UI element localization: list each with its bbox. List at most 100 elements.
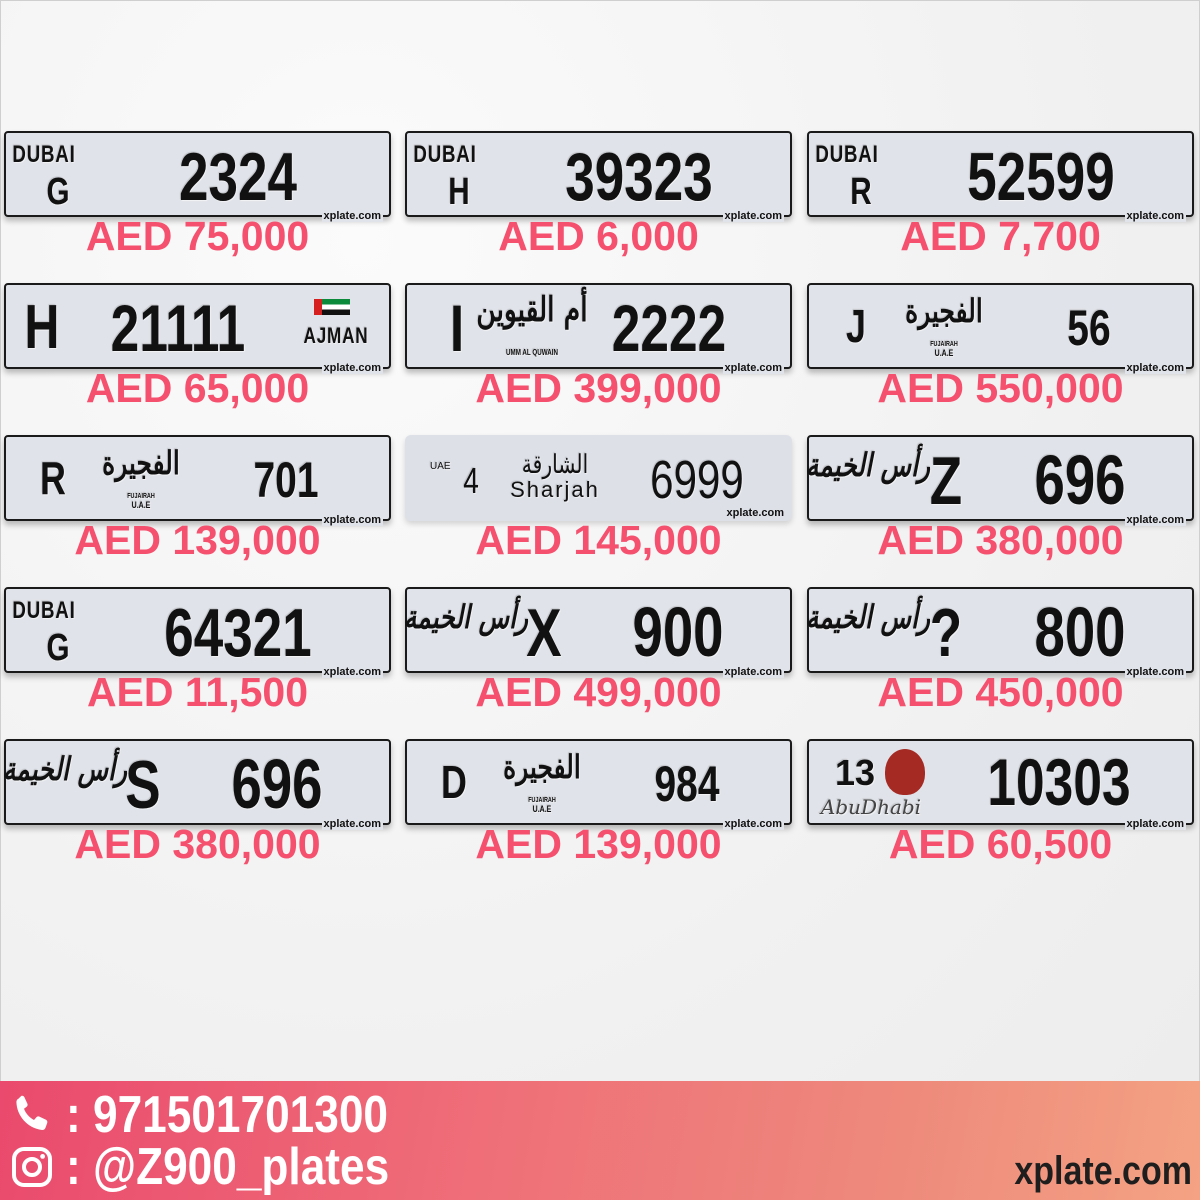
plate-code: 13 (834, 752, 876, 793)
plate-listing[interactable]: J الفجيرة FUJAIRAH U.A.E 56 xplate.com AED 550… (807, 283, 1194, 423)
emirate-logo: الفجيرة (102, 444, 180, 482)
instagram-row: : @Z900_plates (8, 1137, 446, 1197)
plate-watermark: xplate.com (321, 362, 383, 374)
plate-watermark: xplate.com (321, 210, 383, 222)
license-plate-rak: رأس الخيمة? 800 xplate.com (805, 587, 1194, 678)
plate-code: I (449, 291, 465, 365)
plate-listing[interactable]: رأس الخيمة X 900 xplate.com AED 499,000 (403, 587, 792, 727)
license-plate-sharjah: UAE 4 الشارقة Sharjah 6999 xplate.com (405, 435, 792, 521)
plate-number: 696 (231, 745, 323, 823)
license-plate-uaq: I أم القيوين UMM AL QUWAIN 2222 xplate.com (405, 283, 792, 374)
plate-number: 900 (632, 593, 724, 671)
license-plate-fujairah: D الفجيرة FUJAIRAH U.A.E 984 xplate.com (405, 739, 792, 830)
plate-listing[interactable]: H 21111 AJMAN xplate.com AED 65,000 (4, 283, 391, 423)
emirate-logo: AJMAN (303, 323, 369, 348)
emirate-logo: رأس الخيمة (2, 750, 128, 788)
plate-code: R (850, 171, 872, 213)
plate-watermark: xplate.com (722, 210, 784, 222)
uae-flag-icon (314, 299, 350, 315)
emirate-country: U.A.E (131, 500, 151, 510)
phone-icon (16, 1095, 48, 1131)
plate-code: X (526, 595, 562, 671)
plate-number: 2222 (611, 291, 727, 365)
plate-watermark: xplate.com (1124, 818, 1186, 830)
plate-watermark: xplate.com (321, 514, 383, 526)
emirate-logo: AbuDhabi (820, 795, 922, 819)
plate-watermark: xplate.com (722, 818, 784, 830)
plate-price: AED 139,000 (475, 821, 722, 867)
plate-listing[interactable]: رأس الخيمة S 696 xplate.com AED 380,000 (2, 739, 391, 879)
plate-number: 696 (1034, 441, 1126, 519)
license-plate-fujairah: J الفجيرة FUJAIRAH U.A.E 56 xplate.com (807, 283, 1194, 374)
plate-listing[interactable]: 13 AbuDhabi 10303 xplate.com AED 60,500 (807, 739, 1194, 879)
license-plate-ajman: H 21111 AJMAN xplate.com (4, 283, 391, 374)
emirate-subtitle: Sharjah (510, 477, 600, 502)
emirate-logo: DUBAI (12, 141, 76, 168)
plate-number: 701 (253, 452, 319, 508)
emirate-logo: رأس الخيمة (805, 446, 931, 484)
plate-price: AED 145,000 (475, 517, 722, 563)
plate-number: 39323 (565, 139, 713, 215)
plate-price: AED 399,000 (475, 365, 722, 411)
contact-footer: : 971501701300 : @Z900_plates xplate.com (0, 1081, 1200, 1200)
plate-listing[interactable]: UAE 4 الشارقة Sharjah 6999 xplate.com AED 145,… (405, 435, 792, 575)
plate-watermark: xplate.com (1124, 362, 1186, 374)
plate-listing[interactable]: DUBAI G 64321 xplate.com AED 11,500 (4, 587, 391, 727)
footer-site[interactable]: xplate.com (1014, 1149, 1192, 1193)
plate-watermark: xplate.com (1124, 666, 1186, 678)
plate-code: S (125, 747, 161, 823)
emirate-logo: رأس الخيمة (403, 598, 529, 636)
plate-code: 4 (463, 460, 479, 501)
plate-code: H (24, 293, 60, 362)
emirate-logo: الفجيرة (905, 292, 983, 330)
plate-code: H (448, 171, 470, 213)
emirate-subtitle: UMM AL QUWAIN (505, 348, 559, 357)
plate-code: ? (929, 595, 963, 671)
instagram-handle[interactable]: : @Z900_plates (66, 1138, 390, 1196)
plate-number: 21111 (110, 291, 246, 365)
emirate-logo: أم القيوين (476, 290, 588, 330)
plate-price: AED 139,000 (74, 517, 321, 563)
plate-number: 2324 (179, 139, 297, 215)
emirate-logo: DUBAI (815, 141, 879, 168)
plate-price: AED 60,500 (888, 821, 1113, 867)
license-plate-dubai: DUBAI G 64321 xplate.com (4, 587, 391, 678)
emirate-subtitle: FUJAIRAH (930, 341, 958, 348)
plate-code: D (441, 756, 467, 808)
plate-watermark: xplate.com (1124, 210, 1186, 222)
emirate-logo: رأس الخيمة (805, 598, 931, 636)
instagram-icon (12, 1147, 52, 1187)
license-plate-dubai: DUBAI G 2324 xplate.com (4, 131, 391, 222)
emirate-country: U.A.E (934, 348, 954, 358)
emirate-country: U.A.E (532, 804, 552, 814)
plate-listing[interactable]: DUBAI R 52599 xplate.com AED 7,700 (807, 131, 1194, 271)
license-plate-rak: رأس الخيمة S 696 xplate.com (2, 739, 391, 830)
plate-code: Z (929, 443, 963, 519)
plate-number: 6999 (650, 450, 744, 510)
plate-listing[interactable]: I أم القيوين UMM AL QUWAIN 2222 xplate.com AE… (405, 283, 792, 423)
license-plate-dubai: DUBAI H 39323 xplate.com (405, 131, 792, 222)
plate-listing[interactable]: رأس الخيمة Z 696 xplate.com AED 380,000 (805, 435, 1194, 575)
plate-watermark: xplate.com (321, 666, 383, 678)
plate-price: AED 380,000 (877, 517, 1124, 563)
abudhabi-emblem-icon (885, 749, 925, 795)
plate-watermark: xplate.com (722, 666, 784, 678)
plate-listing[interactable]: R الفجيرة FUJAIRAH U.A.E 701 xplate.com AED 13… (4, 435, 391, 575)
plate-number: 52599 (967, 139, 1115, 215)
license-plate-rak: رأس الخيمة Z 696 xplate.com (805, 435, 1194, 526)
phone-number[interactable]: : 971501701300 (66, 1086, 388, 1144)
emirate-subtitle: FUJAIRAH (127, 493, 155, 500)
plate-listing[interactable]: DUBAI G 2324 xplate.com AED 75,000 (4, 131, 391, 271)
emirate-logo: DUBAI (413, 141, 477, 168)
emirate-subtitle: FUJAIRAH (528, 797, 556, 804)
plate-listing[interactable]: D الفجيرة FUJAIRAH U.A.E 984 xplate.com AED 13… (405, 739, 792, 879)
plate-listing[interactable]: DUBAI H 39323 xplate.com AED 6,000 (405, 131, 792, 271)
plate-listing[interactable]: رأس الخيمة? 800 xplate.com AED 450,000 (805, 587, 1194, 727)
plate-price: AED 450,000 (877, 669, 1124, 715)
plate-price: AED 499,000 (475, 669, 722, 715)
plate-price: AED 7,700 (900, 213, 1101, 259)
license-plate-rak: رأس الخيمة X 900 xplate.com (403, 587, 792, 678)
plate-watermark: xplate.com (321, 818, 383, 830)
plate-watermark: xplate.com (726, 507, 784, 519)
plate-watermark: xplate.com (722, 362, 784, 374)
